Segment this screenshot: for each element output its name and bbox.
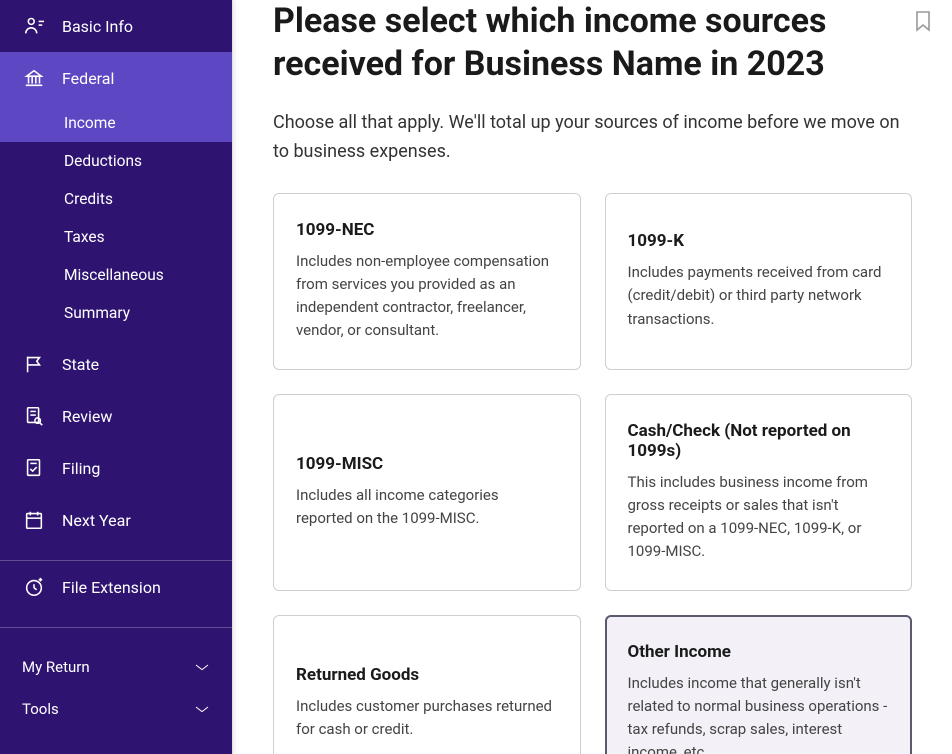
- calendar-icon: [22, 508, 46, 532]
- card-1099-nec[interactable]: 1099-NEC Includes non-employee compensat…: [273, 193, 581, 370]
- card-1099-k[interactable]: 1099-K Includes payments received from c…: [605, 193, 913, 370]
- card-title: 1099-K: [628, 231, 890, 251]
- sidebar-bottom-my-return[interactable]: My Return: [0, 646, 232, 688]
- card-other-income[interactable]: Other Income Includes income that genera…: [605, 615, 913, 754]
- sidebar-subitem-label: Miscellaneous: [64, 266, 164, 284]
- sidebar-subitem-label: Deductions: [64, 152, 142, 170]
- divider: [0, 627, 232, 628]
- sidebar-subitem-label: Income: [64, 114, 116, 132]
- sidebar-subitem-miscellaneous[interactable]: Miscellaneous: [0, 256, 232, 294]
- card-desc: Includes income that generally isn't rel…: [628, 672, 890, 754]
- chevron-down-icon: [194, 700, 210, 718]
- card-title: Cash/Check (Not reported on 1099s): [628, 421, 890, 461]
- sidebar-subitem-summary[interactable]: Summary: [0, 294, 232, 332]
- sidebar-item-file-extension[interactable]: File Extension: [0, 561, 232, 613]
- card-desc: Includes payments received from card (cr…: [628, 261, 890, 331]
- card-desc: Includes non-employee compensation from …: [296, 250, 558, 343]
- card-desc: Includes all income categories reported …: [296, 484, 558, 531]
- person-icon: [22, 14, 46, 38]
- card-desc: Includes customer purchases returned for…: [296, 695, 558, 742]
- sidebar-item-label: Basic Info: [62, 17, 133, 36]
- sidebar-subitem-label: Summary: [64, 304, 130, 322]
- sidebar: Basic Info Federal Income Deductions Cre…: [0, 0, 233, 754]
- card-cash-check[interactable]: Cash/Check (Not reported on 1099s) This …: [605, 394, 913, 591]
- flag-icon: [22, 352, 46, 376]
- card-title: 1099-NEC: [296, 220, 558, 240]
- sidebar-item-label: Review: [62, 407, 112, 426]
- sidebar-item-label: Federal: [62, 69, 114, 88]
- sidebar-subitem-label: Credits: [64, 190, 113, 208]
- document-check-icon: [22, 456, 46, 480]
- sidebar-item-label: File Extension: [62, 578, 161, 597]
- card-title: Other Income: [628, 642, 890, 662]
- card-title: Returned Goods: [296, 665, 558, 685]
- clock-plus-icon: [22, 575, 46, 599]
- government-building-icon: [22, 66, 46, 90]
- sidebar-subitem-deductions[interactable]: Deductions: [0, 142, 232, 180]
- card-desc: This includes business income from gross…: [628, 471, 890, 564]
- sidebar-item-label: State: [62, 355, 99, 374]
- page-title: Please select which income sources recei…: [273, 0, 912, 85]
- sidebar-item-label: Filing: [62, 459, 100, 478]
- chevron-down-icon: [194, 658, 210, 676]
- sidebar-bottom-tools[interactable]: Tools: [0, 688, 232, 730]
- card-title: 1099-MISC: [296, 454, 558, 474]
- sidebar-subitem-income[interactable]: Income: [0, 104, 232, 142]
- sidebar-bottom-label: My Return: [22, 658, 90, 676]
- sidebar-subitem-label: Taxes: [64, 228, 105, 246]
- card-1099-misc[interactable]: 1099-MISC Includes all income categories…: [273, 394, 581, 591]
- sidebar-bottom: My Return Tools: [0, 646, 232, 730]
- sidebar-subitem-taxes[interactable]: Taxes: [0, 218, 232, 256]
- sidebar-item-basic-info[interactable]: Basic Info: [0, 0, 232, 52]
- bookmark-icon[interactable]: [914, 10, 932, 36]
- card-returned-goods[interactable]: Returned Goods Includes customer purchas…: [273, 615, 581, 754]
- page-subtitle: Choose all that apply. We'll total up yo…: [273, 109, 912, 167]
- sidebar-item-state[interactable]: State: [0, 338, 232, 390]
- sidebar-item-federal[interactable]: Federal: [0, 52, 232, 104]
- sidebar-item-review[interactable]: Review: [0, 390, 232, 442]
- document-search-icon: [22, 404, 46, 428]
- sidebar-bottom-label: Tools: [22, 700, 59, 718]
- sidebar-item-label: Next Year: [62, 511, 131, 530]
- sidebar-item-next-year[interactable]: Next Year: [0, 494, 232, 546]
- main-content: Please select which income sources recei…: [233, 0, 952, 754]
- sidebar-subitems: Income Deductions Credits Taxes Miscella…: [0, 104, 232, 338]
- sidebar-item-filing[interactable]: Filing: [0, 442, 232, 494]
- sidebar-subitem-credits[interactable]: Credits: [0, 180, 232, 218]
- income-source-cards: 1099-NEC Includes non-employee compensat…: [273, 193, 912, 754]
